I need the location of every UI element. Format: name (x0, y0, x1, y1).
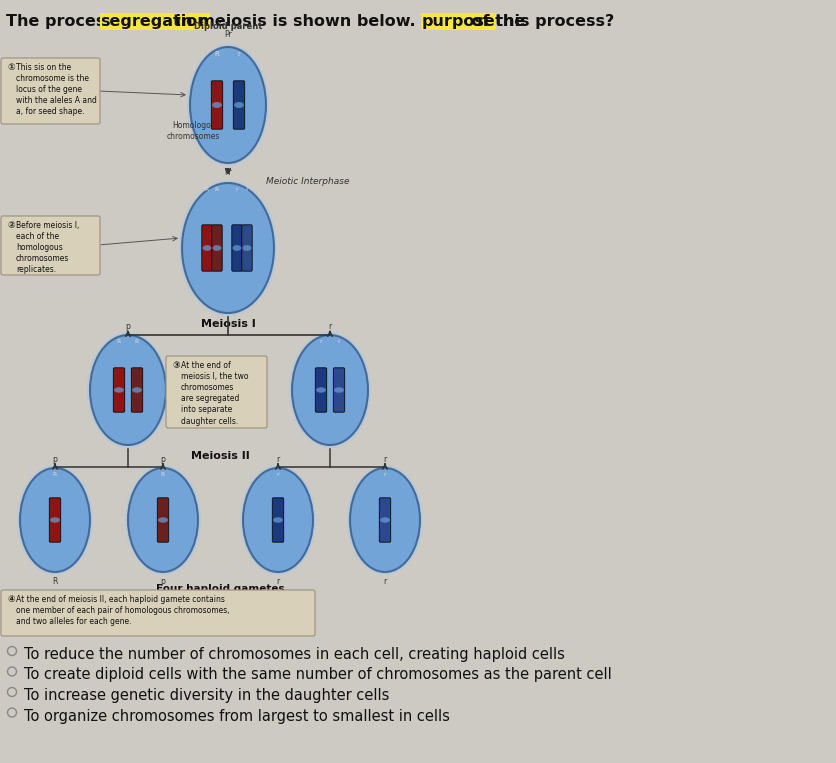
Ellipse shape (186, 44, 268, 166)
Text: To reduce the number of chromosomes in each cell, creating haploid cells: To reduce the number of chromosomes in e… (24, 647, 564, 662)
FancyBboxPatch shape (131, 368, 142, 412)
Text: r: r (337, 339, 340, 344)
FancyBboxPatch shape (232, 225, 242, 271)
FancyBboxPatch shape (157, 497, 169, 542)
FancyBboxPatch shape (113, 368, 125, 412)
Text: This sis on the
chromosome is the
locus of the gene
with the aleles A and
a, for: This sis on the chromosome is the locus … (16, 63, 97, 117)
Ellipse shape (242, 245, 251, 251)
Ellipse shape (20, 468, 90, 572)
Ellipse shape (232, 245, 241, 251)
Ellipse shape (190, 47, 266, 163)
Text: ②: ② (7, 221, 14, 230)
Ellipse shape (212, 245, 222, 251)
FancyBboxPatch shape (166, 356, 267, 428)
Text: in meiosis is shown below. What is the: in meiosis is shown below. What is the (170, 14, 530, 29)
FancyBboxPatch shape (242, 225, 252, 271)
Text: R: R (53, 472, 57, 477)
FancyBboxPatch shape (233, 81, 244, 129)
Text: segregation: segregation (100, 14, 209, 29)
Text: R: R (117, 339, 121, 344)
FancyBboxPatch shape (315, 368, 326, 412)
Text: Meiosis I: Meiosis I (201, 319, 255, 329)
FancyBboxPatch shape (379, 497, 390, 542)
Ellipse shape (349, 468, 420, 572)
Text: ①: ① (7, 63, 14, 72)
Text: r: r (319, 339, 322, 344)
Ellipse shape (114, 388, 124, 393)
Text: r: r (383, 472, 386, 477)
FancyBboxPatch shape (201, 225, 212, 271)
FancyBboxPatch shape (1, 58, 99, 124)
Text: ④: ④ (7, 595, 14, 604)
Text: p: p (161, 577, 166, 586)
Ellipse shape (212, 102, 222, 108)
Text: r: r (383, 455, 386, 464)
Ellipse shape (181, 183, 273, 313)
Text: R: R (205, 187, 209, 192)
Text: R: R (214, 51, 219, 57)
Text: Meiosis II: Meiosis II (191, 451, 249, 461)
Ellipse shape (240, 465, 316, 575)
Ellipse shape (202, 245, 212, 251)
Ellipse shape (234, 102, 243, 108)
Text: p: p (53, 455, 58, 464)
Text: ③: ③ (171, 361, 180, 370)
Text: r: r (237, 51, 240, 57)
Text: Before meiosis I,
each of the
homologous
chromosomes
replicates.: Before meiosis I, each of the homologous… (16, 221, 79, 275)
Text: Homologous
chromosomes: Homologous chromosomes (166, 121, 220, 140)
Text: To organize chromosomes from largest to smallest in cells: To organize chromosomes from largest to … (24, 709, 449, 723)
Text: Pr: Pr (224, 30, 232, 39)
FancyBboxPatch shape (1, 216, 99, 275)
Text: purpose: purpose (421, 14, 495, 29)
FancyBboxPatch shape (272, 497, 283, 542)
Text: Pr: Pr (224, 168, 232, 177)
Ellipse shape (125, 465, 201, 575)
Ellipse shape (179, 180, 277, 316)
Text: r: r (276, 455, 279, 464)
Text: r: r (276, 577, 279, 586)
FancyBboxPatch shape (212, 225, 222, 271)
Ellipse shape (17, 465, 93, 575)
Ellipse shape (292, 335, 368, 445)
Ellipse shape (347, 465, 422, 575)
FancyBboxPatch shape (49, 497, 61, 542)
Text: R: R (215, 187, 219, 192)
Text: r: r (328, 322, 331, 331)
Ellipse shape (273, 517, 283, 523)
Ellipse shape (316, 388, 325, 393)
Text: At the end of
meiosis I, the two
chromosomes
are segregated
into separate
daught: At the end of meiosis I, the two chromos… (181, 361, 248, 426)
Text: r: r (246, 187, 248, 192)
Text: Meiotic Interphase: Meiotic Interphase (266, 176, 349, 185)
Ellipse shape (87, 332, 169, 448)
Text: Four haploid gametes: Four haploid gametes (155, 584, 284, 594)
Ellipse shape (242, 468, 313, 572)
Text: r: r (277, 472, 279, 477)
Ellipse shape (334, 388, 344, 393)
Text: Diploid parent: Diploid parent (194, 22, 262, 31)
FancyBboxPatch shape (333, 368, 344, 412)
Text: r: r (383, 577, 386, 586)
Ellipse shape (90, 335, 166, 445)
Text: At the end of meiosis II, each haploid gamete contains
one member of each pair o: At the end of meiosis II, each haploid g… (16, 595, 229, 626)
Text: To increase genetic diversity in the daughter cells: To increase genetic diversity in the dau… (24, 688, 389, 703)
Ellipse shape (288, 332, 370, 448)
Ellipse shape (380, 517, 390, 523)
Ellipse shape (50, 517, 60, 523)
Text: of this process?: of this process? (466, 14, 614, 29)
Ellipse shape (132, 388, 142, 393)
Text: r: r (236, 187, 238, 192)
Text: The process of: The process of (6, 14, 144, 29)
FancyBboxPatch shape (1, 590, 314, 636)
Text: R: R (135, 339, 139, 344)
Text: R: R (161, 472, 165, 477)
Ellipse shape (128, 468, 198, 572)
Text: p: p (125, 322, 130, 331)
Text: R: R (52, 577, 58, 586)
Ellipse shape (158, 517, 168, 523)
Text: To create diploid cells with the same number of chromosomes as the parent cell: To create diploid cells with the same nu… (24, 668, 611, 682)
Text: p: p (161, 455, 166, 464)
FancyBboxPatch shape (211, 81, 222, 129)
